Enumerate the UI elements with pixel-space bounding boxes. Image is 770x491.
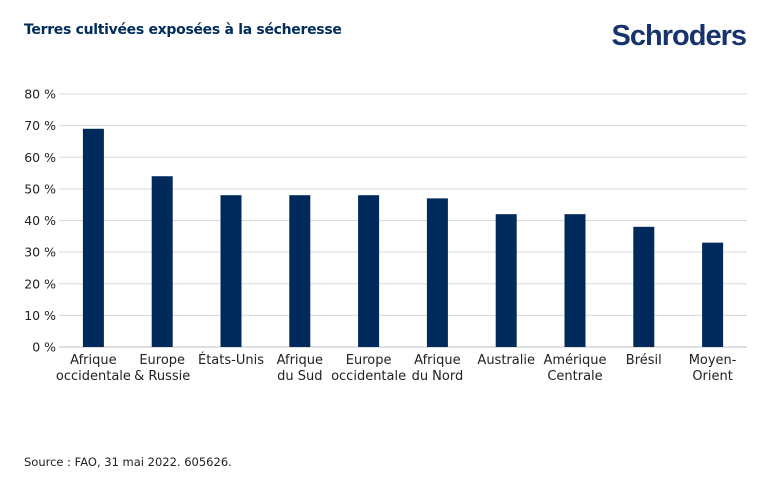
x-tick-label: Brésil [626, 353, 662, 368]
bar [495, 214, 517, 347]
bar [289, 195, 311, 347]
y-tick-label: 50 % [24, 181, 56, 196]
schroders-logo: Schroders [611, 20, 747, 52]
x-tick-label: Afrique occidentale [56, 353, 131, 384]
source-note: Source : FAO, 31 mai 2022. 605626. [24, 455, 232, 469]
x-tick-label: Europe & Russie [134, 353, 190, 384]
y-tick-label: 40 % [24, 213, 56, 228]
bar [151, 176, 173, 347]
x-tick-label: Amérique Centrale [543, 353, 606, 384]
x-tick-label: Afrique du Sud [277, 353, 323, 384]
x-tick-label: États-Unis [198, 352, 264, 368]
y-tick-label: 20 % [24, 276, 56, 291]
x-tick-label: Afrique du Nord [412, 353, 464, 384]
y-tick-label: 80 % [24, 87, 56, 102]
y-tick-label: 70 % [24, 118, 56, 133]
bar [426, 198, 448, 347]
x-tick-label: Moyen-Orient [689, 353, 737, 384]
bar [633, 226, 655, 347]
y-tick-label: 10 % [24, 308, 56, 323]
y-tick-label: 30 % [24, 245, 56, 260]
x-tick-label: Europe occidentale [331, 353, 406, 384]
chart-title: Terres cultivées exposées à la sécheress… [24, 22, 342, 38]
y-tick-label: 0 % [32, 340, 56, 355]
bar [358, 195, 380, 347]
bar [702, 242, 724, 347]
x-tick-label: Australie [477, 353, 535, 368]
bar [82, 128, 104, 347]
bar [220, 195, 242, 347]
y-tick-label: 60 % [24, 150, 56, 165]
bar [564, 214, 586, 347]
